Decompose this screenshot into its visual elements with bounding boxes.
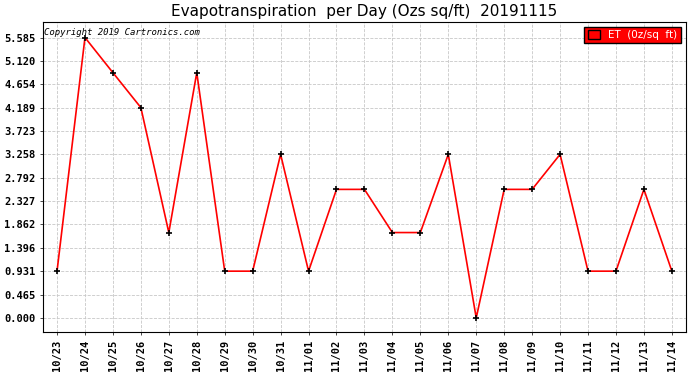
- Text: Copyright 2019 Cartronics.com: Copyright 2019 Cartronics.com: [44, 28, 200, 37]
- Title: Evapotranspiration  per Day (Ozs sq/ft)  20191115: Evapotranspiration per Day (Ozs sq/ft) 2…: [171, 4, 558, 19]
- Legend: ET  (0z/sq  ft): ET (0z/sq ft): [584, 27, 680, 44]
